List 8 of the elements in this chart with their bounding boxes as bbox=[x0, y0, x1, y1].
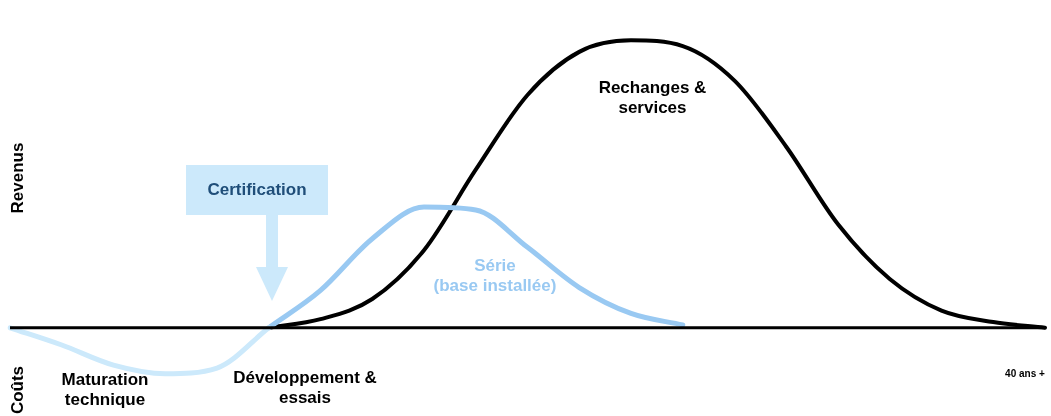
annotation: Développement & essais bbox=[232, 368, 378, 408]
annotation: Certification bbox=[186, 165, 328, 215]
annotation: Maturation technique bbox=[60, 370, 150, 410]
annotation: Coûts bbox=[8, 365, 28, 415]
annotation: Série (base installée) bbox=[432, 256, 558, 296]
annotation: 40 ans + bbox=[1004, 367, 1046, 381]
y-axis-title: Revenus bbox=[8, 142, 28, 214]
annotation: Rechanges & services bbox=[597, 78, 708, 118]
